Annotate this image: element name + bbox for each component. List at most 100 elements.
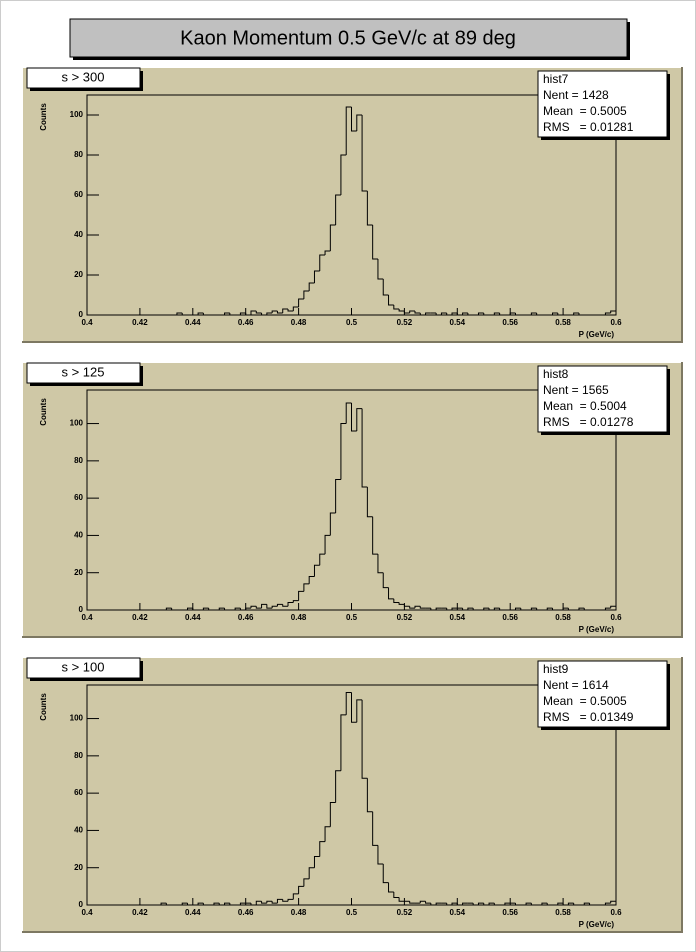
histogram-bin [361, 699, 368, 779]
x-tick-label: 0.56 [502, 613, 518, 622]
histogram-bin [202, 903, 209, 906]
histogram-bin [514, 607, 521, 610]
histogram-bin [324, 826, 331, 842]
histogram-bin [303, 878, 310, 887]
histogram-bin [351, 692, 357, 723]
histogram-bin [462, 312, 468, 315]
x-tick-label: 0.52 [397, 318, 413, 327]
histogram-bin [403, 604, 410, 607]
histogram-bin [171, 608, 177, 611]
histogram-bin [208, 608, 214, 611]
histogram-bin [345, 691, 352, 715]
pad-bevel-dark [22, 67, 683, 343]
y-tick-label: 100 [70, 714, 84, 723]
y-tick-label: 80 [74, 456, 83, 465]
histogram-bin [567, 902, 574, 905]
pad-bevel-light [21, 361, 682, 637]
y-tick-label: 20 [74, 568, 83, 577]
histogram-bin [351, 403, 357, 432]
y-tick-label: 0 [79, 605, 84, 614]
histogram-bin [398, 602, 405, 605]
histogram-bin [324, 250, 331, 255]
histogram-bin [514, 313, 521, 316]
y-tick-label: 20 [74, 270, 83, 279]
histogram-bin [610, 605, 617, 610]
y-tick-label: 100 [70, 419, 84, 428]
histogram-bin [181, 902, 188, 905]
pad-bevel-light [21, 656, 682, 932]
stats-box [537, 70, 668, 138]
pad-title: s > 125 [61, 364, 104, 379]
histogram-bin [483, 607, 490, 610]
histogram-bin [218, 903, 225, 906]
histogram-bin [409, 310, 415, 313]
histogram-bin [266, 312, 273, 315]
histogram-bin [187, 903, 193, 906]
histogram-bin [224, 312, 230, 315]
histogram-bin [393, 305, 400, 310]
pad-title-box [26, 657, 141, 679]
x-tick-label: 0.44 [185, 318, 201, 327]
histogram-bin [536, 313, 542, 316]
histogram-bin [456, 313, 463, 316]
histogram-bin [282, 899, 289, 902]
histogram-bin [313, 856, 320, 868]
histogram-bin [573, 312, 579, 315]
pad-bevel-dark [22, 362, 683, 638]
x-tick-label: 0.48 [291, 318, 307, 327]
histogram-bin [335, 478, 341, 514]
page-title: Kaon Momentum 0.5 GeV/c at 89 deg [180, 27, 516, 49]
histogram-bin [319, 254, 326, 271]
histogram-bin [425, 312, 431, 315]
histogram-bin [202, 607, 209, 610]
histogram-bin [308, 575, 315, 584]
histogram-bin [393, 598, 400, 604]
histogram-bin [493, 312, 500, 315]
stats-line: hist9 [543, 662, 569, 676]
histogram-bin [578, 313, 585, 316]
histogram-bin [261, 901, 267, 904]
histogram-bin [319, 841, 326, 857]
histogram-bin [239, 902, 246, 905]
y-tick-label: 100 [70, 110, 84, 119]
pad-bevel-light [21, 66, 682, 342]
histogram-bin [488, 608, 495, 611]
x-tick-label: 0.54 [450, 908, 466, 917]
stats-line: Nent = 1565 [543, 383, 609, 397]
histogram-bin [239, 608, 246, 611]
histogram-bin [250, 903, 257, 906]
histogram-bin [435, 313, 442, 316]
histogram-bin [372, 225, 378, 260]
stats-line: Mean = 0.5005 [543, 104, 627, 118]
histogram-bin [610, 310, 617, 315]
histogram-bin [604, 607, 611, 610]
x-axis-label: P (GeV/c) [579, 330, 615, 339]
histogram-bin [271, 605, 278, 609]
histogram-bin [546, 903, 553, 906]
histogram-bin [388, 587, 394, 600]
histogram-bin [525, 902, 532, 905]
histogram-bin [229, 313, 236, 316]
histogram-bin [472, 903, 479, 906]
histogram-bin [382, 572, 389, 589]
histogram-bin [224, 608, 230, 611]
histogram-bin [255, 900, 262, 905]
histogram-bin [589, 903, 595, 906]
histogram-bin [335, 770, 341, 803]
stats-line: Nent = 1614 [543, 678, 609, 692]
histogram-bin [197, 312, 204, 315]
y-tick-label: 20 [74, 863, 83, 872]
histogram-bin [377, 554, 384, 574]
stats-line: Nent = 1428 [543, 88, 609, 102]
y-axis-label: Counts [39, 103, 48, 131]
histogram-bin [250, 310, 257, 315]
histogram-bin [366, 778, 373, 813]
y-tick-label: 40 [74, 230, 83, 239]
pad-bevel-dark [22, 657, 683, 933]
x-tick-label: 0.56 [502, 908, 518, 917]
histogram-bin [245, 607, 251, 610]
x-tick-label: 0.58 [555, 908, 571, 917]
y-axis-label: Counts [39, 693, 48, 721]
x-tick-label: 0.4 [81, 613, 93, 622]
